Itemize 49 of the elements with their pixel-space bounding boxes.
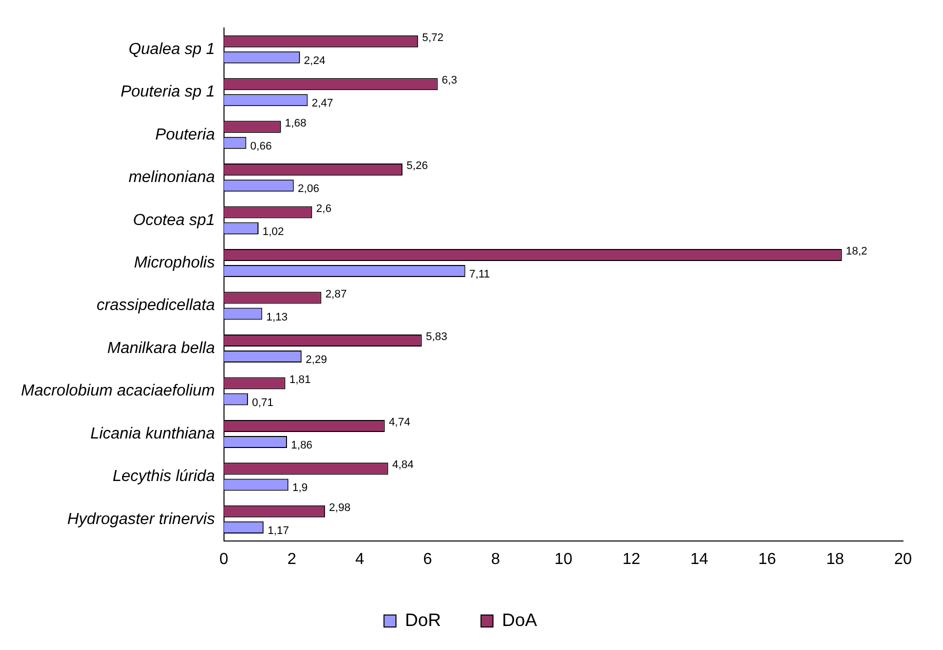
y-tick-label: Pouteria sp 1 xyxy=(120,84,215,101)
data-label: 2,47 xyxy=(312,98,334,110)
data-label: 1,86 xyxy=(291,440,312,452)
data-label: 2,87 xyxy=(325,288,347,300)
data-label: 7,11 xyxy=(469,268,490,281)
y-tick-label: melinoniana xyxy=(128,169,215,186)
x-tick-label: 4 xyxy=(355,550,364,568)
y-tick-label: Lecythis lúrida xyxy=(112,468,215,486)
data-label: 2,29 xyxy=(306,354,328,366)
data-label: 1,17 xyxy=(268,524,290,537)
data-label: 1,02 xyxy=(262,226,284,238)
y-tick-label: Qualea sp 1 xyxy=(128,40,215,58)
x-tick-label: 8 xyxy=(491,550,500,568)
data-label: 0,71 xyxy=(252,396,274,409)
x-tick-label: 10 xyxy=(554,550,572,568)
y-tick-label: Pouteria xyxy=(155,126,215,144)
data-label: 2,98 xyxy=(329,502,350,514)
data-label: 1,9 xyxy=(292,482,308,494)
data-label: 1,13 xyxy=(266,311,288,324)
legend-label: DoA xyxy=(502,610,538,630)
data-label: 18,2 xyxy=(846,246,868,258)
data-label: 2,24 xyxy=(304,54,326,67)
data-label: 6,3 xyxy=(442,74,458,87)
y-tick-label: Licania kunthiana xyxy=(90,425,215,442)
data-label: 4,74 xyxy=(388,416,410,428)
y-tick-label: Hydrogaster trinervis xyxy=(67,510,215,528)
y-tick-label: Ocotea sp1 xyxy=(133,212,215,229)
x-tick-label: 0 xyxy=(219,550,228,568)
data-label: 5,83 xyxy=(426,331,448,344)
y-tick-label: Micropholis xyxy=(134,254,215,272)
x-tick-label: 16 xyxy=(758,550,776,568)
data-label: 5,26 xyxy=(406,160,428,172)
y-tick-label: crassipedicellata xyxy=(96,297,215,314)
x-tick-label: 20 xyxy=(894,550,912,568)
data-label: 1,68 xyxy=(284,117,306,130)
legend-label: DoR xyxy=(404,610,442,630)
x-tick-label: 14 xyxy=(690,550,708,568)
x-tick-label: 6 xyxy=(423,550,432,568)
x-tick-label: 18 xyxy=(826,550,844,568)
data-label: 2,6 xyxy=(316,202,332,215)
x-tick-label: 12 xyxy=(622,550,640,568)
data-label: 4,84 xyxy=(392,459,414,472)
data-label: 0,66 xyxy=(250,140,272,152)
x-tick-label: 2 xyxy=(287,550,296,568)
data-label: 2,06 xyxy=(298,183,320,196)
data-label: 5,72 xyxy=(422,32,444,44)
y-tick-label: Macrolobium acaciaefolium xyxy=(21,382,215,400)
data-label: 1,81 xyxy=(289,374,311,386)
y-tick-label: Manilkara bella xyxy=(107,340,215,357)
